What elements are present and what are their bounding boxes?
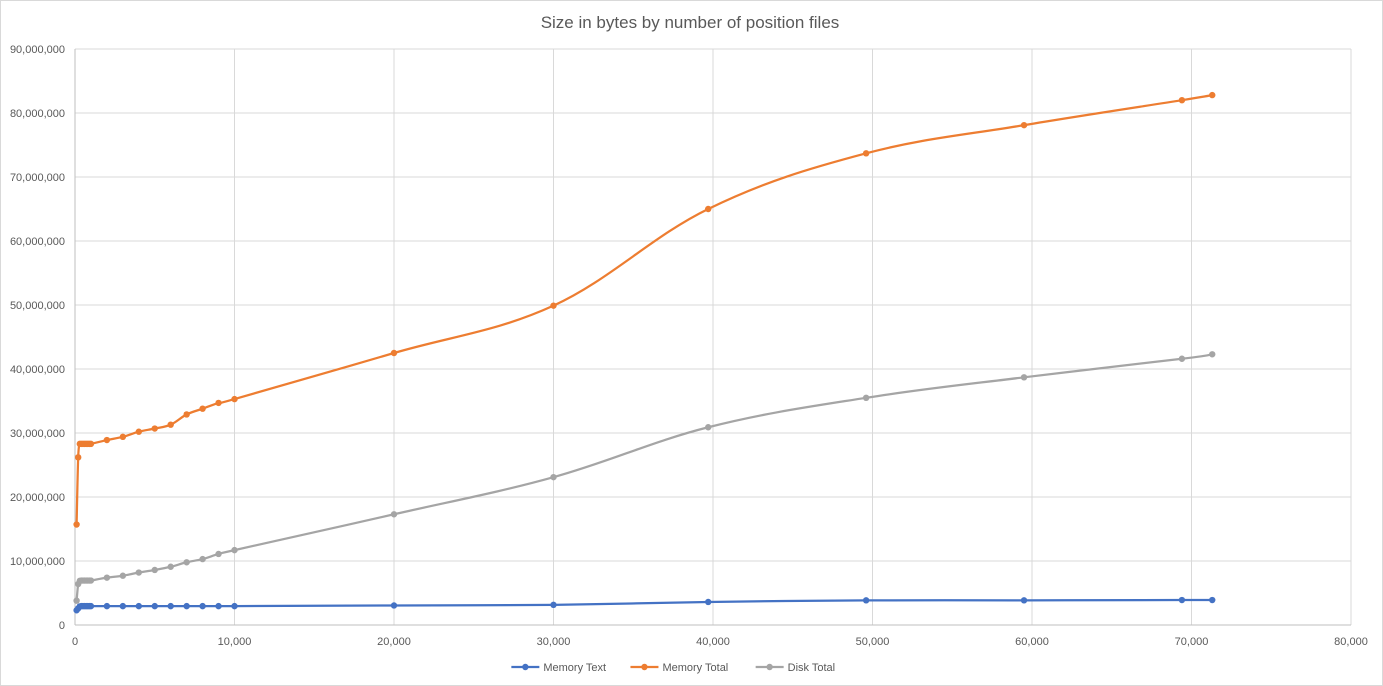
x-tick-label: 10,000 bbox=[218, 636, 252, 648]
disk-total-point bbox=[862, 394, 870, 401]
chart-title: Size in bytes by number of position file… bbox=[541, 13, 840, 32]
y-tick-label: 80,000,000 bbox=[10, 108, 65, 120]
x-tick-label: 50,000 bbox=[856, 636, 890, 648]
memory-text-point bbox=[135, 602, 142, 610]
legend-item-memory-total: Memory Total bbox=[630, 662, 728, 674]
x-tick-label: 40,000 bbox=[696, 636, 730, 648]
memory-text-point bbox=[231, 602, 238, 610]
series-memory-text bbox=[73, 596, 1216, 614]
memory-text-point bbox=[1209, 596, 1216, 604]
y-tick-label: 70,000,000 bbox=[10, 172, 65, 184]
memory-text-point bbox=[862, 597, 870, 604]
memory-total-point bbox=[199, 405, 206, 412]
memory-total-point bbox=[550, 302, 557, 309]
y-tick-label: 20,000,000 bbox=[10, 492, 65, 504]
x-tick-label: 80,000 bbox=[1334, 636, 1368, 648]
x-tick-label: 0 bbox=[72, 636, 78, 648]
memory-total-point bbox=[862, 150, 870, 157]
y-tick-label: 0 bbox=[59, 620, 65, 632]
disk-total-point bbox=[119, 572, 127, 579]
disk-total-point bbox=[135, 569, 142, 576]
disk-total-point bbox=[390, 511, 398, 518]
legend-label: Disk Total bbox=[788, 662, 835, 674]
series-disk-total bbox=[73, 351, 1216, 604]
disk-total-point bbox=[1178, 355, 1186, 362]
disk-total-point bbox=[550, 473, 557, 481]
memory-text-point bbox=[103, 602, 111, 610]
memory-total-point bbox=[231, 395, 238, 403]
disk-total-point bbox=[199, 555, 206, 563]
memory-total-point bbox=[1178, 97, 1186, 104]
legend-swatch-marker bbox=[522, 663, 529, 671]
memory-total-point bbox=[151, 425, 158, 432]
legend-label: Memory Text bbox=[543, 662, 606, 674]
y-tick-label: 50,000,000 bbox=[10, 300, 65, 312]
memory-total-point bbox=[119, 433, 127, 441]
x-tick-label: 70,000 bbox=[1175, 636, 1209, 648]
memory-text-point bbox=[183, 602, 190, 610]
memory-text-point bbox=[705, 598, 712, 606]
memory-total-point bbox=[74, 454, 82, 461]
legend: Memory Text Memory Total Disk Total bbox=[511, 662, 835, 674]
x-tick-label: 60,000 bbox=[1015, 636, 1049, 648]
disk-total-point bbox=[231, 546, 238, 554]
y-tick-label: 60,000,000 bbox=[10, 236, 65, 248]
legend-swatch-marker bbox=[641, 663, 648, 671]
memory-total-point bbox=[87, 440, 95, 448]
memory-total-point bbox=[167, 421, 174, 428]
y-tick-label: 30,000,000 bbox=[10, 428, 65, 440]
disk-total-point bbox=[705, 424, 712, 431]
memory-text-point bbox=[1178, 596, 1186, 604]
memory-text-point bbox=[167, 602, 174, 610]
series-lines bbox=[73, 91, 1216, 614]
disk-total-point bbox=[87, 577, 95, 584]
memory-total-point bbox=[215, 399, 222, 407]
y-tick-label: 90,000,000 bbox=[10, 44, 65, 56]
disk-total-point bbox=[73, 597, 80, 604]
disk-total-point bbox=[1209, 351, 1216, 358]
memory-text-point bbox=[151, 602, 158, 610]
memory-text-point bbox=[87, 602, 95, 610]
memory-total-point bbox=[73, 521, 80, 528]
x-tick-label: 30,000 bbox=[537, 636, 571, 648]
memory-text-point bbox=[390, 602, 398, 609]
memory-total-point bbox=[1209, 91, 1216, 99]
y-tick-label: 10,000,000 bbox=[10, 556, 65, 568]
memory-text-point bbox=[1020, 597, 1028, 604]
disk-total-point bbox=[1020, 374, 1028, 381]
memory-text-point bbox=[119, 602, 127, 610]
disk-total-point bbox=[103, 574, 111, 581]
legend-item-memory-text: Memory Text bbox=[511, 662, 606, 674]
memory-total-point bbox=[390, 349, 398, 357]
memory-total-point bbox=[103, 436, 111, 444]
memory-total-line bbox=[75, 93, 1214, 526]
memory-text-point bbox=[215, 602, 222, 610]
disk-total-line bbox=[75, 353, 1214, 602]
memory-total-point bbox=[705, 205, 712, 213]
y-tick-label: 40,000,000 bbox=[10, 364, 65, 376]
memory-text-line bbox=[75, 598, 1214, 612]
legend-item-disk-total: Disk Total bbox=[755, 662, 835, 674]
disk-total-point bbox=[151, 566, 158, 574]
legend-label: Memory Total bbox=[662, 662, 728, 674]
disk-total-point bbox=[215, 550, 222, 558]
memory-text-point bbox=[550, 601, 557, 609]
disk-total-point bbox=[167, 563, 174, 570]
memory-text-point bbox=[199, 602, 206, 610]
legend-swatch-marker bbox=[766, 663, 773, 671]
axes: 0 10,000,000 20,000,000 30,000,000 40,000,00… bbox=[10, 44, 1368, 648]
memory-total-point bbox=[183, 411, 190, 418]
x-tick-label: 20,000 bbox=[377, 636, 411, 648]
disk-total-point bbox=[183, 559, 190, 566]
series-memory-total bbox=[73, 91, 1216, 528]
memory-total-point bbox=[1020, 121, 1028, 129]
memory-total-point bbox=[135, 428, 142, 435]
gridlines bbox=[75, 48, 1352, 625]
